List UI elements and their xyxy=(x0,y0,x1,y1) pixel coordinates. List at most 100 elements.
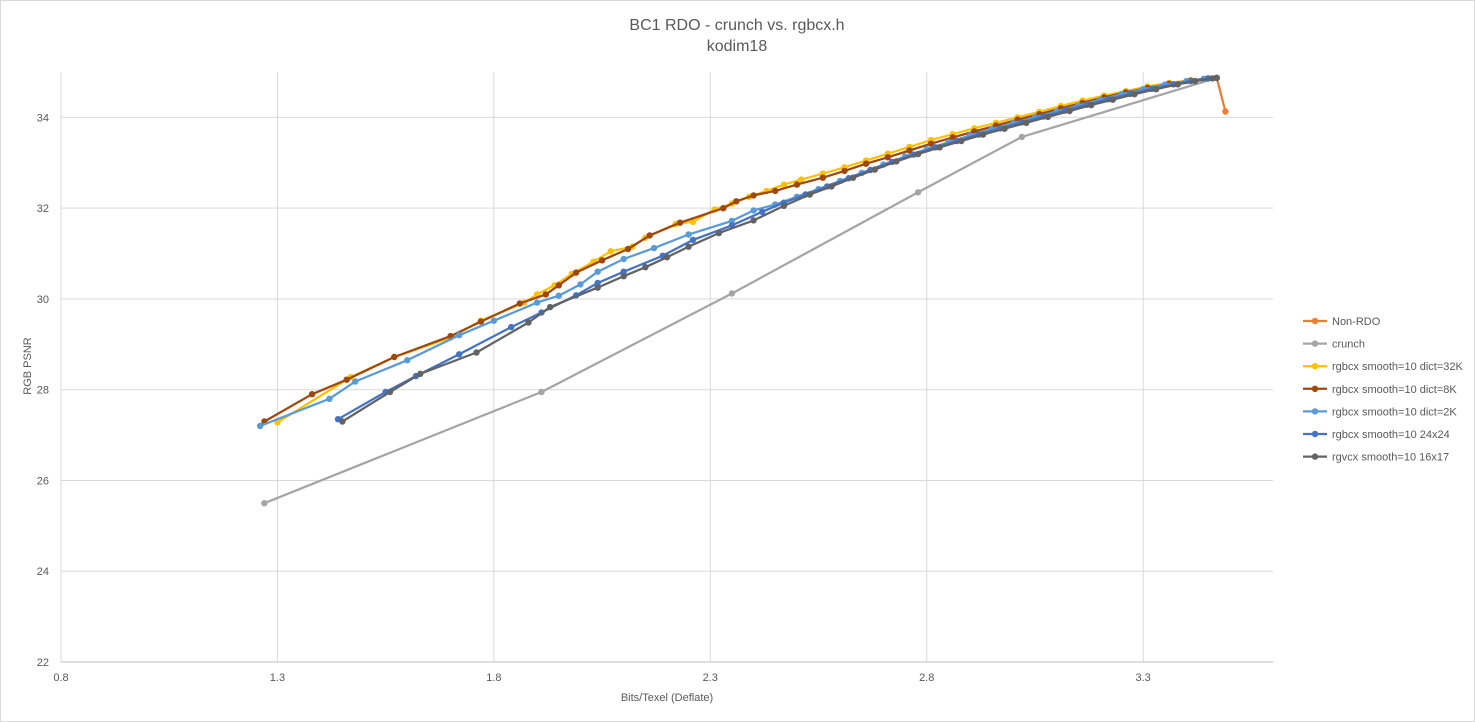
x-tick-label: 0.8 xyxy=(53,672,68,684)
data-point xyxy=(927,140,935,147)
data-point xyxy=(828,183,835,190)
data-point xyxy=(473,349,480,356)
data-point xyxy=(958,137,965,145)
series-line xyxy=(263,76,1217,423)
data-point xyxy=(490,317,498,324)
y-axis-title: RGB PSNR xyxy=(22,337,34,395)
series-group xyxy=(256,74,1229,507)
y-tick-label: 32 xyxy=(37,203,49,215)
data-point xyxy=(772,187,779,195)
data-point xyxy=(884,154,891,161)
data-point xyxy=(555,292,562,299)
y-tick-label: 34 xyxy=(37,112,49,124)
data-point xyxy=(417,370,424,377)
data-point xyxy=(750,207,757,214)
chart-title: BC1 RDO - crunch vs. rgbcx.h xyxy=(629,17,844,34)
series-line xyxy=(276,76,1217,424)
data-point xyxy=(572,269,580,276)
data-point xyxy=(1152,86,1160,93)
data-point xyxy=(542,291,549,298)
legend-item: rgbcx smooth=10 dict=32K xyxy=(1303,361,1464,373)
legend-label: crunch xyxy=(1332,339,1365,351)
data-point xyxy=(1066,107,1073,115)
legend-label: Non-RDO xyxy=(1332,316,1381,328)
chart-subtitle: kodim18 xyxy=(707,38,768,55)
data-point xyxy=(456,332,463,339)
data-point xyxy=(642,264,649,271)
data-point xyxy=(893,158,900,165)
legend-marker xyxy=(1311,340,1319,347)
data-point xyxy=(1023,119,1030,127)
legend-label: rgbcx smooth=10 dict=32K xyxy=(1332,361,1464,373)
x-tick-label: 1.8 xyxy=(486,672,501,684)
x-tick-label: 2.8 xyxy=(919,672,934,684)
x-axis-title: Bits/Texel (Deflate) xyxy=(621,692,713,704)
data-point xyxy=(780,202,788,210)
data-point xyxy=(819,174,826,181)
series-1 xyxy=(261,74,1220,507)
legend-marker xyxy=(1311,385,1319,392)
data-point xyxy=(750,192,757,199)
data-point xyxy=(594,268,601,275)
legend-item: crunch xyxy=(1303,339,1365,351)
data-point xyxy=(914,150,922,158)
data-point xyxy=(1109,96,1117,103)
data-point xyxy=(508,323,515,331)
data-point xyxy=(386,388,394,396)
data-point xyxy=(607,248,614,255)
data-point xyxy=(906,147,913,154)
legend-marker xyxy=(1311,363,1319,370)
series-line xyxy=(337,76,1217,421)
series-line xyxy=(1215,77,1227,112)
y-tick-label: 28 xyxy=(37,385,49,397)
data-point xyxy=(871,166,878,173)
data-point xyxy=(1001,125,1008,132)
data-point xyxy=(516,300,523,307)
gridlines xyxy=(60,72,1273,663)
series-3 xyxy=(261,74,1220,425)
data-point xyxy=(339,418,346,425)
legend-marker xyxy=(1311,453,1319,460)
data-point xyxy=(1174,81,1182,88)
y-tick-label: 30 xyxy=(37,294,49,306)
data-point xyxy=(546,303,554,311)
data-point xyxy=(525,319,532,326)
data-point xyxy=(849,174,857,181)
data-point xyxy=(620,273,627,280)
data-point xyxy=(594,279,601,287)
data-point xyxy=(1191,77,1199,85)
data-point xyxy=(1222,108,1229,115)
data-point xyxy=(720,205,727,212)
legend-label: rgvcx smooth=10 16x17 xyxy=(1332,452,1449,464)
data-point xyxy=(759,208,766,215)
data-point xyxy=(685,231,692,238)
data-point xyxy=(1131,91,1138,98)
y-tick-label: 24 xyxy=(37,566,49,578)
data-point xyxy=(685,243,692,250)
data-point xyxy=(798,176,805,183)
x-tick-label: 3.3 xyxy=(1135,672,1150,684)
x-axis-ticks: 0.8 1.3 1.8 2.3 2.8 3.3 xyxy=(53,672,1150,684)
data-point xyxy=(689,236,697,244)
data-point xyxy=(624,245,632,253)
series-line xyxy=(259,76,1217,428)
legend-item: rgbcx smooth=10 dict=2K xyxy=(1303,406,1457,418)
data-point xyxy=(646,232,653,239)
data-point xyxy=(1088,101,1095,109)
data-point xyxy=(1018,133,1026,141)
legend-marker xyxy=(1311,408,1319,415)
legend-label: rgbcx smooth=10 24x24 xyxy=(1332,429,1450,441)
data-point xyxy=(538,388,545,396)
y-tick-label: 26 xyxy=(37,475,49,487)
data-point xyxy=(256,422,264,430)
legend: Non-RDO crunch rgbcx smooth=10 dict=32K rgb… xyxy=(1303,316,1464,464)
data-point xyxy=(733,198,740,205)
data-point xyxy=(620,255,627,263)
data-point xyxy=(650,244,658,252)
data-point xyxy=(308,391,316,398)
legend-item: Non-RDO xyxy=(1303,316,1381,328)
x-tick-label: 1.3 xyxy=(270,672,285,684)
data-point xyxy=(780,181,788,188)
